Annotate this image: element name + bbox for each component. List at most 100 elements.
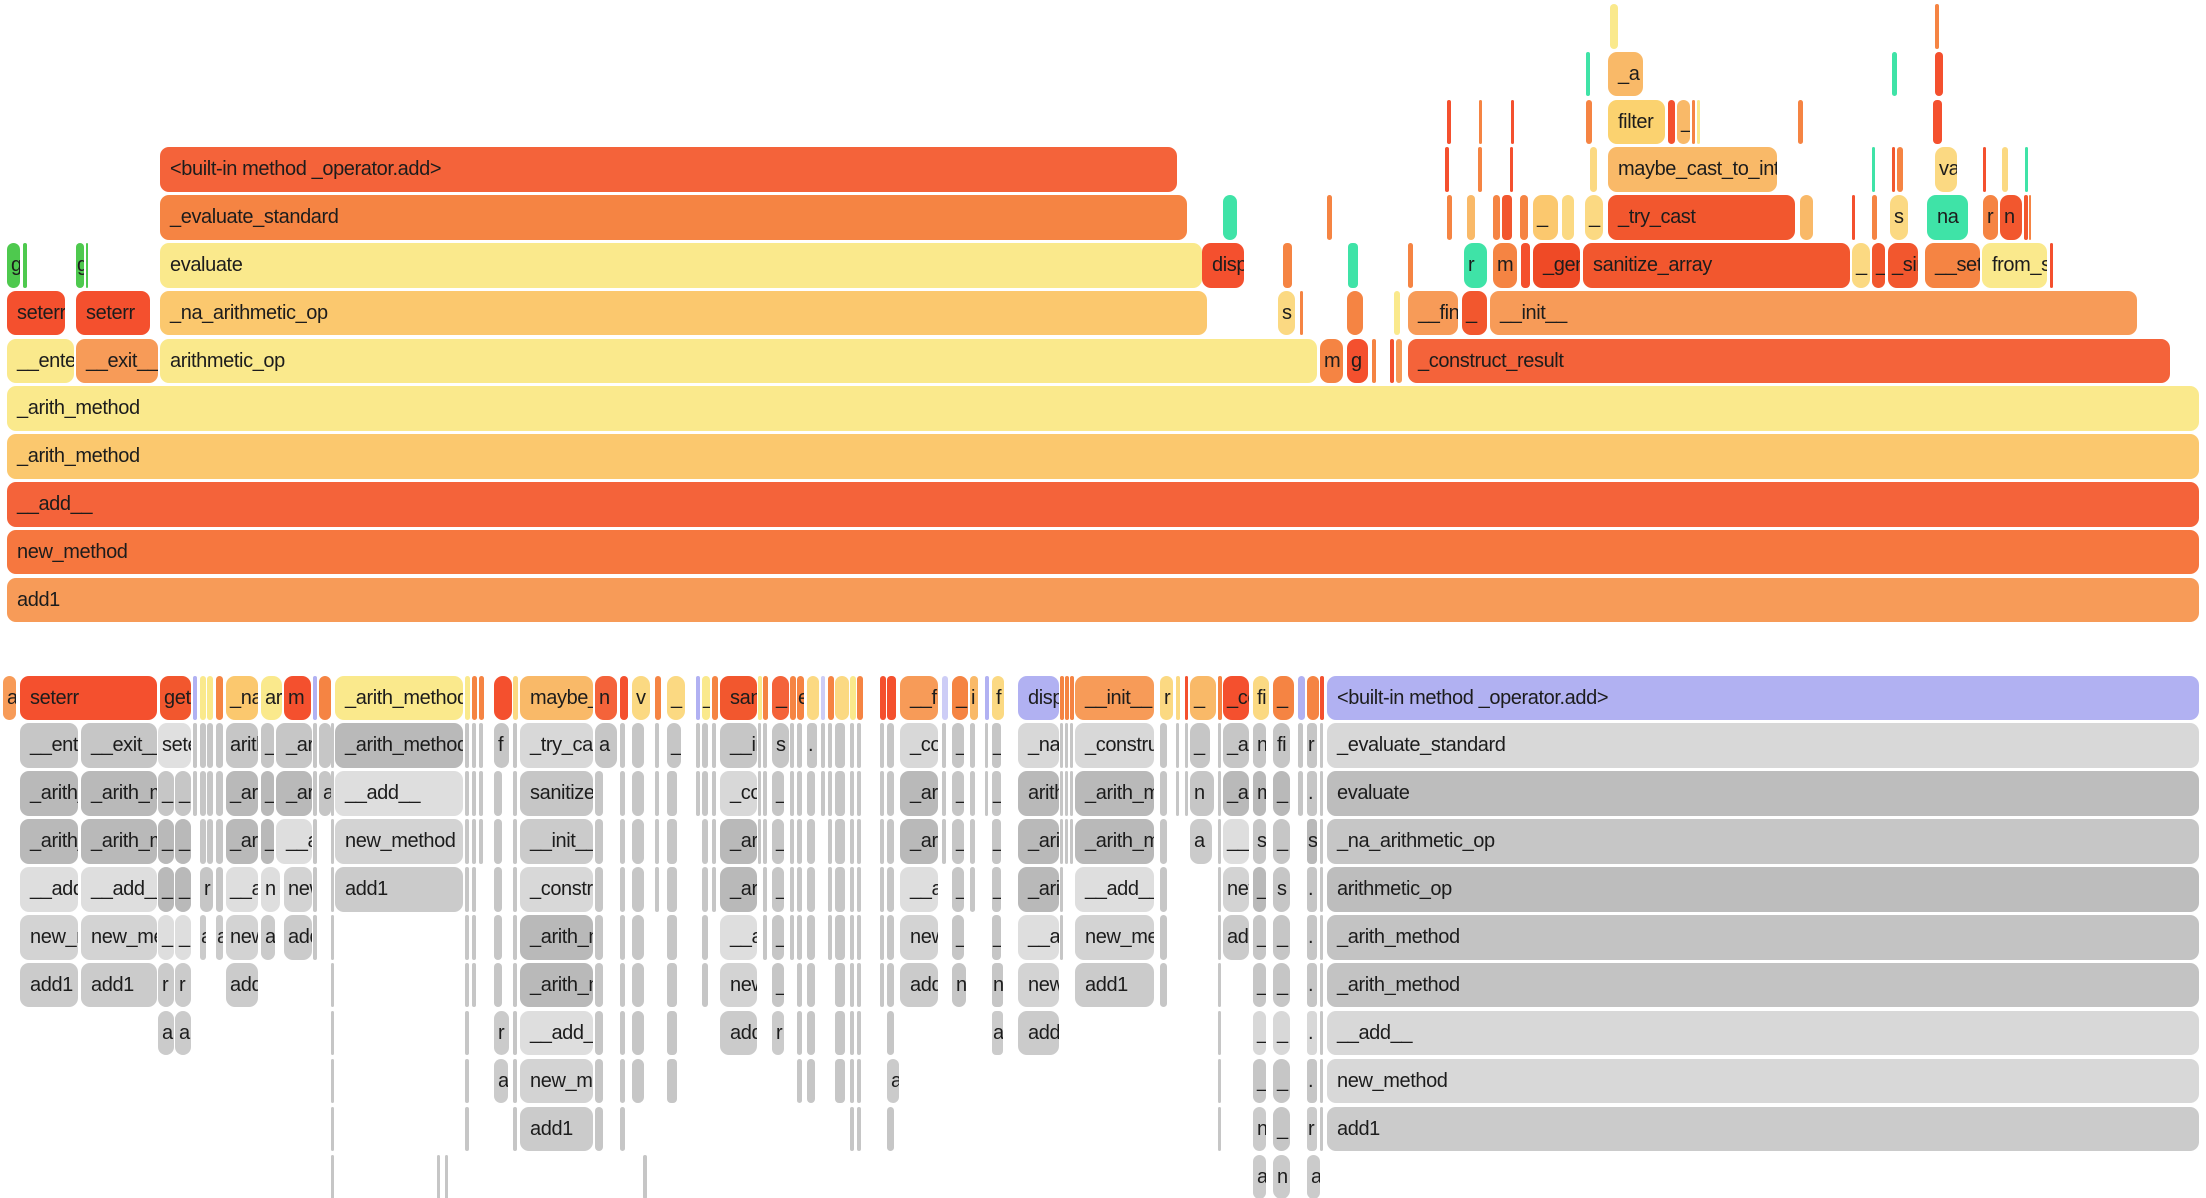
flame-frame[interactable]: [790, 819, 794, 864]
flame-frame[interactable]: [857, 1010, 861, 1056]
flame-frame[interactable]: _: [992, 723, 1001, 768]
flame-frame[interactable]: [513, 915, 517, 960]
flame-frame[interactable]: [479, 771, 483, 816]
flame-frame[interactable]: _: [1253, 1058, 1266, 1104]
flame-frame[interactable]: add1: [900, 962, 938, 1008]
flame-frame[interactable]: [807, 819, 815, 864]
flame-frame[interactable]: _arith_method: [226, 819, 258, 864]
flame-frame[interactable]: [985, 771, 988, 816]
flame-frame[interactable]: [620, 1010, 625, 1056]
flame-frame[interactable]: [667, 867, 677, 912]
flame-frame[interactable]: [513, 675, 518, 720]
flame-frame[interactable]: _arith_method: [1075, 771, 1154, 816]
flame-frame[interactable]: _: [1273, 819, 1290, 864]
flame-frame[interactable]: _: [1253, 1010, 1266, 1056]
flame-frame[interactable]: _: [952, 771, 964, 816]
flame-frame[interactable]: __finalize__: [900, 675, 938, 720]
flame-frame[interactable]: [1320, 962, 1323, 1008]
flame-frame[interactable]: _: [772, 962, 784, 1008]
flame-frame[interactable]: .: [1307, 867, 1317, 912]
flame-frame[interactable]: _arith_method: [1018, 819, 1059, 864]
flame-frame[interactable]: [1160, 915, 1167, 960]
flame-frame[interactable]: __init__: [1490, 290, 2137, 336]
flame-frame[interactable]: [797, 962, 802, 1008]
flame-frame[interactable]: [1692, 99, 1695, 145]
flame-frame[interactable]: [857, 819, 861, 864]
flame-frame[interactable]: [712, 723, 716, 768]
flame-frame[interactable]: [465, 819, 469, 864]
flame-frame[interactable]: maybe_cast_to_integer_array: [520, 675, 593, 720]
flame-frame[interactable]: _construct_result: [520, 867, 593, 912]
flame-frame[interactable]: _: [772, 867, 784, 912]
flame-frame[interactable]: [797, 771, 802, 816]
flame-frame[interactable]: _arith_method: [20, 819, 78, 864]
flame-frame[interactable]: [696, 675, 700, 720]
flame-frame[interactable]: [643, 1154, 647, 1198]
flame-frame[interactable]: f: [494, 723, 509, 768]
flame-frame[interactable]: new_method: [720, 962, 757, 1008]
flame-frame[interactable]: [595, 1058, 603, 1104]
flame-frame[interactable]: [1872, 147, 1875, 192]
flame-frame[interactable]: _: [702, 675, 710, 720]
flame-frame[interactable]: r: [158, 962, 174, 1008]
flame-frame[interactable]: [880, 771, 884, 816]
flame-frame[interactable]: [1897, 147, 1903, 192]
flame-frame[interactable]: [667, 1010, 677, 1056]
flame-frame[interactable]: _arith_method: [900, 771, 938, 816]
flame-frame[interactable]: [1447, 99, 1451, 145]
flame-frame[interactable]: s: [1890, 195, 1908, 240]
flame-frame[interactable]: new_method: [20, 915, 78, 960]
flame-frame[interactable]: _arith_method: [720, 867, 757, 912]
flame-frame[interactable]: _: [175, 915, 191, 960]
flame-frame[interactable]: a: [1190, 819, 1212, 864]
flame-frame[interactable]: [667, 1058, 677, 1104]
flame-frame[interactable]: _construct_result: [1223, 675, 1249, 720]
flame-frame[interactable]: __exit__: [76, 338, 158, 384]
flame-frame[interactable]: _arith_method: [1223, 771, 1249, 816]
flame-frame[interactable]: s: [1273, 867, 1290, 912]
flame-frame[interactable]: __exit__: [81, 723, 157, 768]
flame-frame[interactable]: [880, 915, 884, 960]
flame-frame[interactable]: [319, 723, 331, 768]
flame-frame[interactable]: [1521, 243, 1530, 288]
flame-frame[interactable]: _evaluate_standard: [160, 195, 1187, 240]
flame-frame[interactable]: [655, 867, 659, 912]
flame-frame[interactable]: [835, 1010, 845, 1056]
flame-frame[interactable]: [1852, 195, 1855, 240]
flame-frame[interactable]: _arith_method: [1075, 819, 1154, 864]
flame-frame[interactable]: values: [1935, 147, 1957, 192]
flame-frame[interactable]: [828, 867, 832, 912]
flame-frame[interactable]: _: [992, 819, 1001, 864]
flame-frame[interactable]: s: [1278, 290, 1295, 336]
flame-frame[interactable]: [1218, 819, 1221, 864]
flame-frame[interactable]: _: [158, 819, 174, 864]
flame-frame[interactable]: [465, 867, 469, 912]
flame-frame[interactable]: a: [595, 723, 617, 768]
flame-frame[interactable]: _a: [1608, 51, 1643, 97]
flame-frame[interactable]: [790, 675, 796, 720]
flame-frame[interactable]: [472, 771, 476, 816]
flame-frame[interactable]: [850, 819, 854, 864]
flame-frame[interactable]: _na_arithmetic_op: [226, 675, 258, 720]
flame-frame[interactable]: __add__: [1075, 867, 1154, 912]
flame-frame[interactable]: _construct_result: [1075, 723, 1154, 768]
flame-frame[interactable]: [1394, 290, 1400, 336]
flame-frame[interactable]: n: [1273, 1154, 1290, 1198]
flame-frame[interactable]: [1065, 819, 1068, 864]
flame-frame[interactable]: .: [1307, 1058, 1317, 1104]
flame-frame[interactable]: [807, 1058, 815, 1104]
flame-frame[interactable]: [620, 675, 628, 720]
flame-frame[interactable]: [790, 867, 794, 912]
flame-frame[interactable]: [970, 771, 975, 816]
flame-frame[interactable]: [207, 771, 213, 816]
flame-frame[interactable]: add1: [335, 867, 463, 912]
flame-frame[interactable]: add1: [7, 577, 2199, 623]
flame-frame[interactable]: __add__: [1223, 819, 1249, 864]
flame-frame[interactable]: [712, 819, 716, 864]
flame-frame[interactable]: _try_cast: [520, 723, 593, 768]
flame-frame[interactable]: [620, 867, 625, 912]
flame-frame[interactable]: [807, 962, 815, 1008]
flame-frame[interactable]: _arith_method: [81, 819, 157, 864]
flame-frame[interactable]: _: [667, 675, 685, 720]
flame-frame[interactable]: from_sequence: [1982, 243, 2047, 288]
